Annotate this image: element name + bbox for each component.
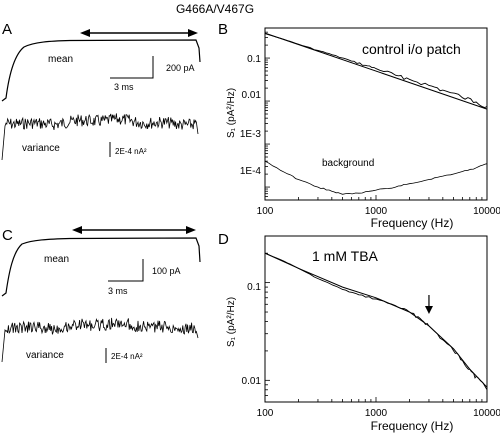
current-scale-a: 200 pA [166,63,195,73]
axis-ticks-b [264,27,483,201]
variance-label-c: variance [26,350,64,361]
y-tick-d-0.1: 0.1 [247,282,261,293]
variance-trace-c [1,317,199,363]
panel-label-c: C [2,227,13,244]
arrow-head-d [424,306,433,314]
figure-title: G466A/V467G [176,2,254,16]
chart-title-d: 1 mM TBA [312,248,379,264]
mean-trace-c [1,237,201,297]
panel-label-d: D [218,231,229,248]
variance-scale-a: 2E-4 nA² [115,147,147,156]
analysis-window-arrow-c [72,226,196,234]
x-tick-b-1000: 1000 [365,206,388,217]
x-axis-label-b: Frequency (Hz) [371,216,454,230]
variance-scale-c: 2E-4 nA² [111,352,143,361]
x-tick-b-100: 100 [257,206,274,217]
time-scale-a: 3 ms [114,82,134,92]
y-tick-b-1e-3: 1E-3 [240,129,262,140]
variance-trace-a [1,113,199,161]
mean-label-c: mean [44,254,69,265]
y-axis-label-d: S₁ (pA²/Hz) [226,297,237,347]
panel-label-a: A [2,21,12,38]
series-spectrum-b [264,33,488,109]
x-tick-b-10000: 10000 [473,206,500,217]
series-background-b [264,160,488,195]
y-axis-label-b: S₁ (pA²/Hz) [226,88,237,138]
series-fit-d [264,252,488,388]
time-scale-c: 3 ms [108,286,128,296]
background-annotation-b: background [322,158,374,169]
series-fit-b [264,32,488,110]
y-tick-b-0.01: 0.01 [242,90,262,101]
axis-ticks-d [264,252,483,403]
mean-trace-a [1,39,201,102]
x-tick-d-100: 100 [257,408,274,419]
x-tick-d-10000: 10000 [473,408,500,419]
chart-title-b: control i/o patch [362,41,461,57]
panel-d: D 100 1000 10000 0.1 0.01 S₁ (pA²/Hz) Fr… [218,231,500,433]
variance-label-a: variance [22,143,60,154]
y-tick-b-1e-4: 1E-4 [240,166,262,177]
panel-b: B 100 1000 10000 0.1 0.01 1E-3 1E-4 S₁ (… [218,21,500,230]
x-axis-label-d: Frequency (Hz) [371,419,454,433]
mean-label-a: mean [48,54,73,65]
scale-bar-c [108,259,144,282]
arrow-marker-d [424,295,433,314]
analysis-window-arrow-a [80,29,198,37]
y-tick-d-0.01: 0.01 [242,376,262,387]
panel-a: A mean 3 ms 200 pA variance 2E-4 nA² [1,21,201,161]
series-spectrum-d [264,252,488,391]
scale-bar-a [110,56,154,79]
y-tick-b-0.1: 0.1 [247,54,261,65]
panel-label-b: B [218,21,228,38]
panel-c: C mean 3 ms 100 pA variance 2E-4 nA² [1,226,201,363]
current-scale-c: 100 pA [152,266,181,276]
x-tick-d-1000: 1000 [365,408,388,419]
